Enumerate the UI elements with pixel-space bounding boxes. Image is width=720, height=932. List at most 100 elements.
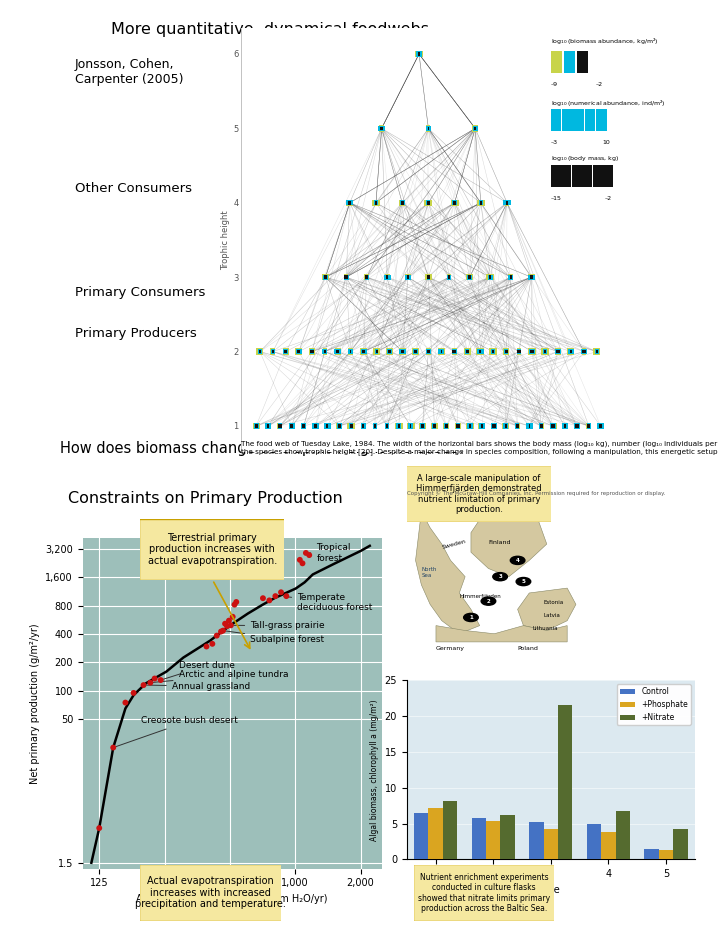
Point	[120, 695, 131, 710]
Text: Arctic and alpine tundra: Arctic and alpine tundra	[153, 670, 288, 682]
Bar	[567, 349, 575, 355]
Point	[211, 628, 222, 643]
Bar	[258, 349, 262, 354]
Text: Subalpine forest: Subalpine forest	[226, 631, 324, 644]
Bar	[582, 165, 592, 187]
Bar	[466, 350, 469, 353]
Bar	[517, 349, 521, 354]
Text: $\log_{10}$(biomass abundance, kg/m²): $\log_{10}$(biomass abundance, kg/m²)	[551, 36, 658, 47]
Bar	[415, 51, 423, 57]
Bar	[301, 423, 306, 429]
Bar	[364, 274, 369, 281]
Bar	[361, 349, 366, 354]
Bar	[588, 424, 590, 428]
Bar	[573, 109, 584, 130]
Point	[220, 616, 231, 631]
Text: Other Consumers: Other Consumers	[75, 182, 192, 195]
Bar	[505, 349, 508, 354]
Bar	[468, 275, 471, 279]
Bar	[441, 350, 442, 353]
Bar	[491, 349, 495, 354]
Bar	[259, 350, 261, 353]
Y-axis label: Algal biomass, chlorophyll a (mg/m²): Algal biomass, chlorophyll a (mg/m²)	[370, 699, 379, 841]
Bar	[376, 350, 377, 353]
Bar	[296, 349, 302, 354]
Bar	[326, 424, 328, 428]
Bar	[253, 423, 259, 429]
Text: –2: –2	[596, 82, 603, 87]
Bar	[478, 423, 485, 429]
Bar	[360, 349, 367, 355]
Bar	[265, 423, 271, 429]
Bar	[477, 349, 484, 354]
Bar	[528, 424, 530, 428]
Bar	[432, 423, 436, 429]
Point	[281, 589, 292, 604]
X-axis label: Actual evapotranspiration (mm H₂O/yr): Actual evapotranspiration (mm H₂O/yr)	[137, 894, 328, 904]
Bar	[529, 822, 544, 859]
Bar	[253, 423, 258, 429]
Bar	[426, 349, 431, 355]
Point	[215, 624, 227, 639]
FancyBboxPatch shape	[405, 465, 552, 523]
Bar	[480, 350, 481, 353]
Bar	[508, 275, 513, 280]
Text: The food web of Tuesday Lake, 1984. The width of the horizontal bars shows the b: The food web of Tuesday Lake, 1984. The …	[241, 440, 720, 455]
Bar	[544, 829, 558, 859]
Bar	[350, 350, 351, 353]
Bar	[407, 275, 408, 279]
Bar	[598, 423, 603, 429]
Bar	[477, 199, 485, 206]
Bar	[447, 274, 451, 281]
Bar	[338, 424, 341, 428]
Text: 10: 10	[603, 140, 611, 144]
Bar	[336, 350, 339, 353]
Text: Tall-grass prairie: Tall-grass prairie	[233, 622, 325, 630]
Bar	[593, 349, 600, 355]
Bar	[290, 423, 294, 429]
Bar	[386, 275, 388, 279]
Bar	[426, 200, 431, 205]
Bar	[438, 349, 444, 354]
Point	[217, 624, 229, 638]
Bar	[587, 423, 590, 429]
Bar	[474, 127, 477, 130]
Bar	[472, 817, 486, 859]
Bar	[562, 165, 571, 187]
Bar	[451, 199, 459, 206]
Text: –15: –15	[551, 197, 562, 201]
Bar	[452, 350, 456, 353]
Bar	[558, 706, 572, 859]
Bar	[593, 165, 603, 187]
Text: Himmerfjärden: Himmerfjärden	[459, 594, 501, 599]
Bar	[302, 424, 305, 428]
Bar	[505, 199, 509, 206]
Bar	[348, 423, 355, 429]
Text: Primary Consumers: Primary Consumers	[75, 286, 205, 299]
Bar	[516, 424, 518, 428]
Bar	[312, 423, 318, 429]
Bar	[410, 424, 411, 428]
Bar	[492, 424, 495, 428]
Bar	[290, 424, 293, 428]
Bar	[365, 275, 368, 279]
Bar	[310, 349, 314, 354]
Text: Sweden: Sweden	[442, 539, 467, 550]
Bar	[346, 200, 354, 205]
Bar	[399, 349, 406, 355]
Bar	[581, 349, 587, 354]
Bar	[335, 349, 341, 355]
Bar	[324, 423, 330, 429]
Bar	[444, 423, 449, 429]
Bar	[427, 275, 430, 280]
Bar	[400, 200, 405, 205]
Point	[221, 619, 233, 634]
Bar	[673, 829, 688, 859]
Bar	[433, 424, 436, 428]
Bar	[506, 201, 508, 205]
Bar	[530, 275, 533, 279]
Bar	[362, 424, 364, 428]
Bar	[270, 349, 276, 355]
Bar	[477, 349, 484, 355]
Circle shape	[481, 597, 496, 605]
